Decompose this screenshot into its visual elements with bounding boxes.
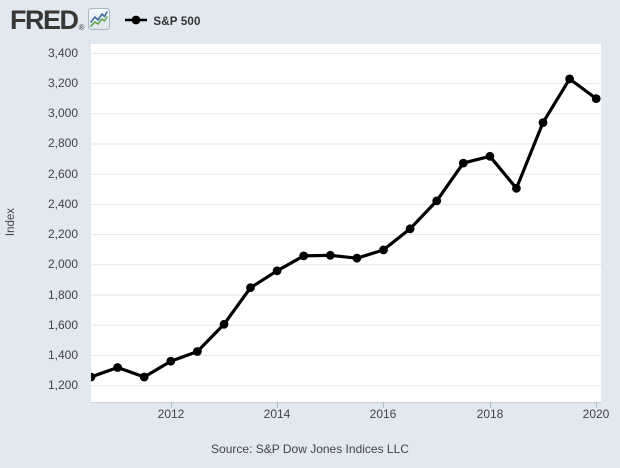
fred-sparkline-icon	[88, 8, 111, 35]
y-tick-label: 2,600	[47, 167, 78, 181]
legend-series-label: S&P 500	[153, 16, 201, 28]
x-tick-label: 2016	[369, 407, 397, 421]
x-tick-mark	[596, 402, 597, 408]
y-tick-label: 1,400	[47, 348, 78, 362]
x-tick-label: 2020	[582, 407, 610, 421]
series-line	[91, 77, 598, 379]
y-tick-label: 2,200	[47, 227, 78, 241]
x-axis-line	[91, 402, 601, 403]
y-tick-label: 1,600	[47, 318, 78, 332]
data-point-marker	[591, 94, 601, 103]
data-point-marker	[538, 118, 548, 127]
data-point-marker	[565, 74, 574, 84]
data-point-marker	[91, 372, 96, 382]
data-point-marker	[405, 224, 415, 234]
registered-trademark-symbol: ®	[78, 23, 85, 32]
data-point-marker	[512, 183, 521, 193]
y-tick-label: 2,400	[47, 197, 78, 211]
data-point-marker	[379, 245, 388, 255]
y-tick-label: 3,200	[47, 76, 78, 90]
y-tick-label: 1,200	[47, 378, 78, 392]
chart-header: FRED ®	[10, 7, 201, 35]
data-point-marker	[432, 196, 442, 206]
x-tick-label: 2014	[263, 407, 291, 421]
chart-legend: S&P 500	[124, 13, 200, 31]
data-point-marker	[166, 356, 176, 366]
data-point-marker	[458, 158, 468, 168]
plot-area	[91, 44, 601, 402]
data-point-marker	[485, 151, 495, 161]
sp500-line-chart	[91, 52, 601, 387]
y-tick-label: 1,800	[47, 288, 78, 302]
data-point-marker	[272, 266, 282, 276]
data-point-marker	[325, 250, 335, 260]
x-tick-label: 2018	[476, 407, 504, 421]
fred-logo-text: FRED	[10, 5, 79, 35]
x-tick-mark	[490, 402, 491, 408]
data-point-marker	[219, 319, 229, 329]
x-tick-mark	[277, 402, 278, 408]
y-tick-label: 3,000	[47, 106, 78, 120]
data-point-marker	[299, 251, 309, 261]
y-tick-label: 3,400	[47, 46, 78, 60]
y-tick-label: 2,800	[47, 136, 78, 150]
data-point-marker	[352, 253, 362, 263]
data-point-marker	[246, 283, 255, 293]
fred-logo: FRED ®	[10, 5, 111, 35]
x-tick-mark	[383, 402, 384, 408]
y-tick-label: 2,000	[47, 257, 78, 271]
x-tick-mark	[171, 402, 172, 408]
legend-line-dot-marker	[124, 13, 148, 31]
data-point-marker	[139, 372, 149, 382]
x-tick-label: 2012	[157, 407, 185, 421]
data-point-marker	[113, 363, 122, 372]
data-point-marker	[193, 347, 202, 356]
source-note: Source: S&P Dow Jones Indices LLC	[211, 442, 409, 456]
